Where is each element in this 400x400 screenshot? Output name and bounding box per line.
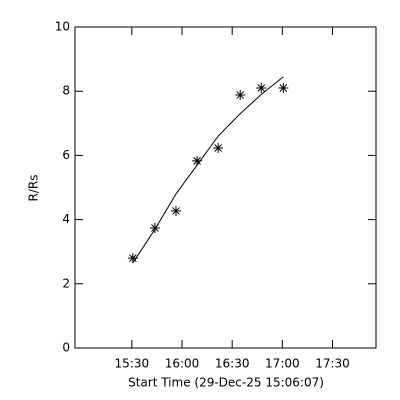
data-point: [127, 253, 138, 264]
x-tick-label: 17:00: [265, 357, 300, 371]
plot-frame: [74, 26, 377, 349]
y-tick-label: 2: [62, 276, 70, 290]
x-axis-label: Start Time (29-Dec-25 15:06:07): [128, 376, 324, 390]
data-point: [171, 205, 182, 216]
y-tick-label: 10: [55, 20, 70, 34]
data-point: [278, 82, 289, 93]
y-axis-label: R/Rs: [27, 175, 41, 202]
data-point: [192, 155, 203, 166]
x-tick-label: 16:30: [215, 357, 250, 371]
y-tick-label: 6: [62, 148, 70, 162]
y-tick-label: 0: [62, 341, 70, 355]
fit-line: [132, 76, 284, 264]
data-point: [213, 143, 224, 154]
x-tick-label: 16:00: [165, 357, 200, 371]
y-tick-label: 4: [62, 212, 70, 226]
y-tick-label: 8: [62, 84, 70, 98]
x-tick-label: 15:30: [115, 357, 150, 371]
data-point: [256, 82, 267, 93]
data-point: [235, 90, 246, 101]
data-point: [149, 222, 160, 233]
x-tick-label: 17:30: [315, 357, 350, 371]
